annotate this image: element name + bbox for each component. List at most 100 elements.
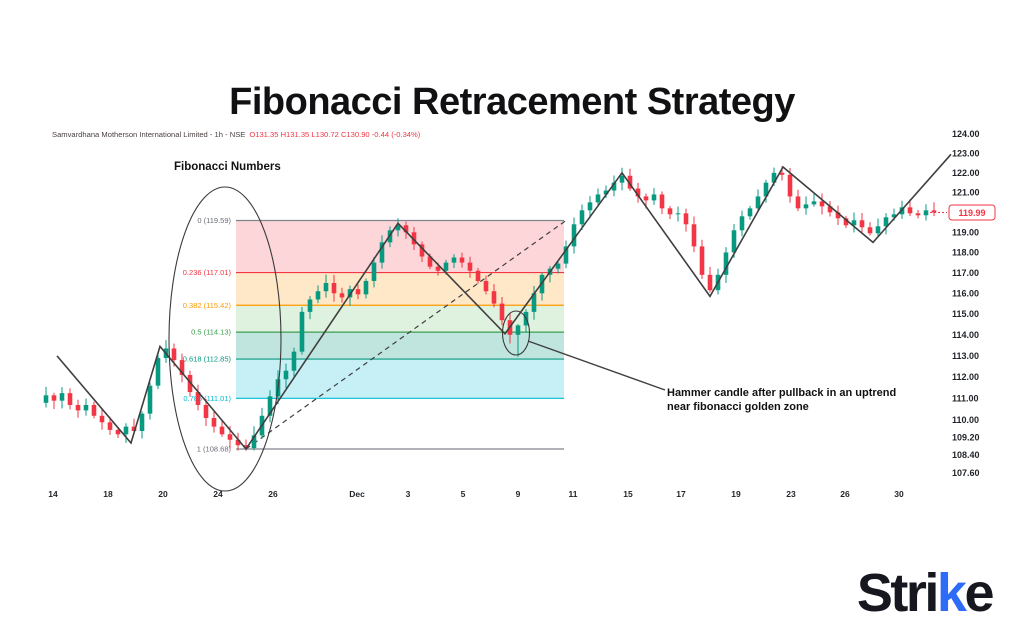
- logo-text-e: e: [964, 563, 994, 623]
- y-axis-tick: 113.00: [952, 351, 979, 361]
- candle-body: [619, 175, 625, 183]
- candle-body: [51, 395, 57, 401]
- candle-body: [283, 370, 289, 380]
- fib-zone: [236, 359, 564, 399]
- candle-body: [315, 291, 321, 300]
- logo-text-k: k: [936, 563, 967, 623]
- x-axis-tick: 18: [103, 489, 113, 499]
- y-axis-tick: 118.00: [952, 247, 979, 257]
- x-axis-tick: 19: [731, 489, 741, 499]
- candle-body: [491, 291, 497, 304]
- y-axis-tick: 114.00: [952, 330, 979, 340]
- x-axis-tick: 17: [676, 489, 686, 499]
- annotation-pointer-line: [527, 340, 666, 391]
- candle-body: [739, 216, 745, 231]
- x-axis-tick: 5: [461, 489, 466, 499]
- candle-body: [627, 175, 633, 189]
- candle-body: [339, 293, 345, 298]
- candle-body: [635, 188, 641, 197]
- x-axis-tick: 9: [516, 489, 521, 499]
- hammer-ellipse: [501, 310, 531, 356]
- swing-trend-line: [56, 153, 952, 451]
- candle-body: [115, 429, 121, 435]
- candle-body: [475, 270, 481, 281]
- x-axis-tick: 24: [213, 489, 223, 499]
- candle-body: [707, 274, 713, 291]
- candle-body: [435, 266, 441, 271]
- candle-body: [195, 392, 201, 405]
- candle-body: [699, 246, 705, 275]
- candle-body: [299, 311, 305, 352]
- candle-body: [291, 351, 297, 371]
- fibonacci-numbers-label: Fibonacci Numbers: [174, 161, 281, 173]
- y-axis-tick: 107.60: [952, 468, 980, 478]
- candle-body: [667, 208, 673, 215]
- candle-body: [483, 280, 489, 292]
- candle-body: [643, 196, 649, 201]
- candle-body: [395, 225, 401, 231]
- candle-body: [923, 210, 929, 216]
- fib-level-label: 0.786 (111.01): [183, 394, 231, 403]
- candle-body: [803, 204, 809, 209]
- candle-body: [75, 404, 81, 411]
- candle-body: [779, 172, 785, 175]
- fib-level-label: 0.382 (115.42): [183, 301, 232, 310]
- candle-body: [83, 404, 89, 411]
- candle-body: [171, 348, 177, 361]
- fib-zone: [236, 332, 564, 360]
- dashed-trend-line: [245, 220, 567, 450]
- candle-body: [931, 210, 937, 213]
- candle-body: [795, 196, 801, 209]
- page-title: Fibonacci Retracement Strategy: [229, 81, 795, 124]
- fibonacci-numbers-ellipse: [168, 186, 282, 492]
- candle-body: [459, 257, 465, 263]
- strike-logo: Strike: [857, 562, 995, 624]
- x-axis-tick: 30: [894, 489, 904, 499]
- candle-body: [267, 396, 273, 416]
- candle-body: [579, 210, 585, 225]
- y-axis-tick: 122.00: [952, 168, 980, 178]
- candle-body: [659, 194, 665, 209]
- x-axis-tick: 26: [840, 489, 850, 499]
- x-axis-tick: Dec: [349, 489, 365, 499]
- y-axis-tick: 119.00: [952, 227, 979, 237]
- fib-level-label: 1 (108.68): [197, 444, 232, 453]
- candle-body: [555, 263, 561, 269]
- candle-body: [179, 360, 185, 375]
- candle-body: [915, 213, 921, 216]
- fib-level-label: 0 (119.59): [197, 216, 231, 225]
- y-axis-tick: 109.20: [952, 433, 980, 443]
- last-price-box: [948, 204, 996, 221]
- candle-body: [323, 283, 329, 292]
- candle-body: [443, 262, 449, 271]
- candle-body: [411, 232, 417, 245]
- y-axis-tick: 121.00: [952, 187, 980, 197]
- candle-body: [531, 293, 537, 312]
- x-axis-tick: 23: [786, 489, 796, 499]
- fib-zone: [236, 272, 564, 306]
- candle-body: [787, 174, 793, 197]
- candle-body: [139, 413, 145, 432]
- candle-body: [107, 422, 113, 430]
- last-price-label: 119.99: [958, 208, 985, 218]
- candle-body: [131, 426, 137, 432]
- x-axis-tick: 20: [158, 489, 168, 499]
- candle-body: [747, 208, 753, 217]
- candle-body: [331, 283, 337, 294]
- candle-body: [227, 434, 233, 440]
- candle-body: [59, 393, 65, 401]
- fib-zone: [236, 398, 564, 449]
- y-axis-tick: 116.00: [952, 288, 979, 298]
- candle-body: [763, 182, 769, 197]
- hammer-annotation: Hammer candle after pullback in an uptre…: [667, 387, 897, 414]
- candle-body: [771, 172, 777, 183]
- candle-body: [355, 289, 361, 295]
- candle-body: [851, 220, 857, 226]
- y-axis-tick: 123.00: [952, 148, 980, 158]
- candle-body: [307, 299, 313, 312]
- candle-body: [467, 262, 473, 271]
- candle-body: [379, 242, 385, 263]
- y-axis-tick: 111.00: [952, 394, 979, 404]
- candle-body: [403, 225, 409, 233]
